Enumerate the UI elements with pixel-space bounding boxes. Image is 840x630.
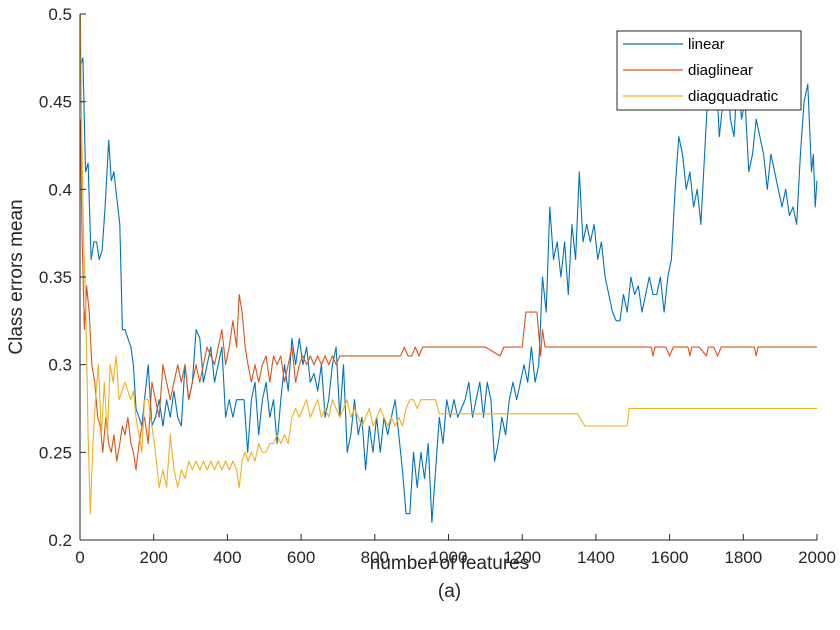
series-layer <box>79 13 818 524</box>
x-tick-label: 400 <box>213 548 241 567</box>
y-tick-label: 0.4 <box>48 180 72 199</box>
series-line-diaglinear <box>79 119 817 471</box>
x-tick-label: 1800 <box>724 548 762 567</box>
x-tick-label: 2000 <box>798 548 836 567</box>
y-tick-label: 0.2 <box>48 531 72 550</box>
y-tick-label: 0.45 <box>39 93 72 112</box>
x-tick-label: 600 <box>287 548 315 567</box>
x-tick-label: 1000 <box>430 548 468 567</box>
x-tick-label: 1400 <box>577 548 615 567</box>
y-tick-label: 0.35 <box>39 268 72 287</box>
x-axis-label: number of features <box>370 553 529 574</box>
legend-label-diagquadratic: diagquadratic <box>688 88 779 105</box>
y-tick-label: 0.5 <box>48 5 72 24</box>
x-tick-label: 200 <box>140 548 168 567</box>
x-tick-label: 1200 <box>503 548 541 567</box>
y-tick-label: 0.3 <box>48 356 72 375</box>
series-line-diagquadratic <box>79 13 817 515</box>
x-tick-label: 1600 <box>651 548 689 567</box>
axes: 0 200 400 600 800 1000 1200 1400 1600 1800 2000 0.2… <box>39 5 836 567</box>
legend: linear diaglinear diagquadratic <box>616 30 802 111</box>
legend-label-linear: linear <box>688 36 725 53</box>
y-tick-label: 0.25 <box>39 443 72 462</box>
legend-label-diaglinear: diaglinear <box>688 62 753 79</box>
x-tick-label: 0 <box>75 548 84 567</box>
y-axis-label: Class errors mean <box>6 199 27 354</box>
x-tick-label: 800 <box>361 548 389 567</box>
figure-caption: (a) <box>438 581 461 602</box>
